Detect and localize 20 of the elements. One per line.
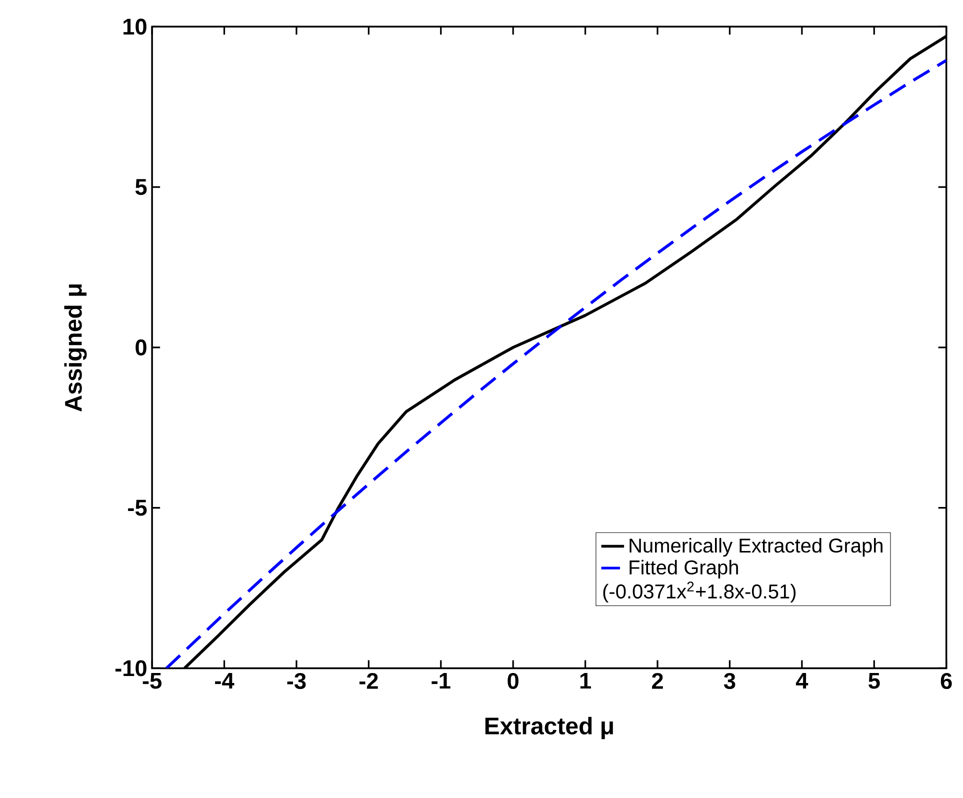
x-tick-label: 3 [724, 673, 736, 690]
x-tick-label: -3 [287, 673, 306, 690]
legend-label: Numerically Extracted Graph [630, 538, 882, 557]
x-axis-title: Extracted μ [485, 717, 613, 740]
y-tick-label: 5 [135, 179, 147, 196]
x-tick-label: -1 [432, 673, 450, 689]
legend-label: Fitted Graph [630, 560, 738, 579]
x-tick-label: 2 [652, 673, 663, 689]
y-tick-label: 0 [136, 340, 146, 356]
y-axis-title: Assigned μ [64, 284, 87, 412]
annotation: (-0.0371x$^{2}$+1.8x-0.51) [603, 582, 796, 603]
x-tick-label: -4 [215, 673, 234, 689]
y-tick-label: -5 [128, 500, 147, 516]
y-tick-label: 10 [124, 18, 146, 35]
x-tick-label: 1 [580, 673, 591, 689]
x-tick-label: -2 [359, 673, 378, 689]
x-tick-label: 4 [796, 673, 808, 689]
x-tick-label: 0 [508, 673, 518, 690]
x-tick-label: 5 [868, 673, 880, 689]
x-tick-label: 6 [940, 673, 952, 690]
